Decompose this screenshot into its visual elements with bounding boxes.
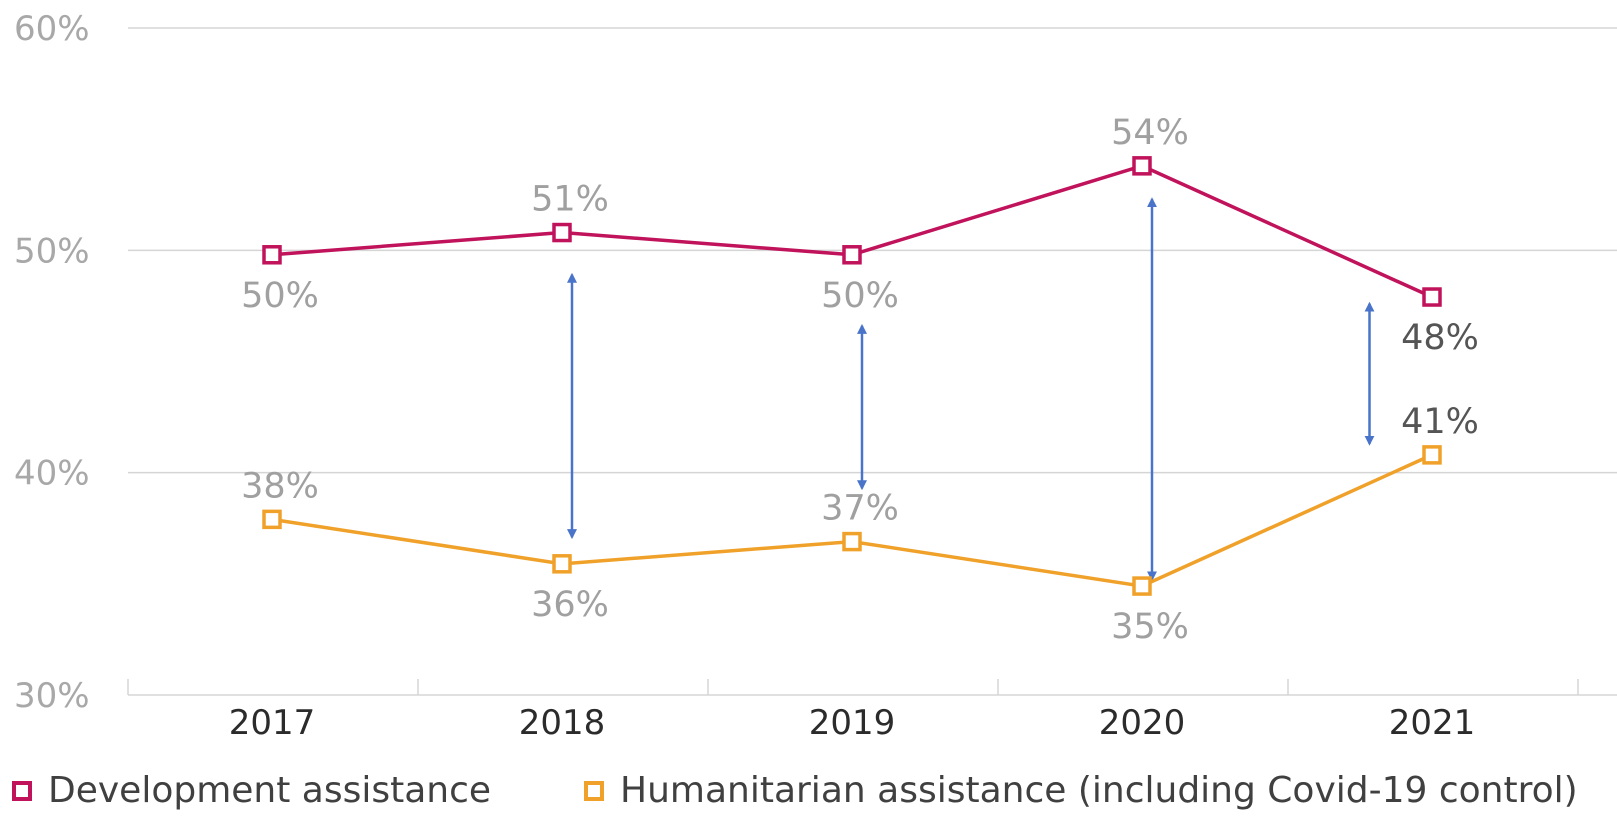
- data-point-development: [1132, 156, 1152, 176]
- chart-legend: Development assistance Humanitarian assi…: [0, 770, 1617, 820]
- y-tick-label: 40%: [14, 454, 90, 494]
- data-label-development: 50%: [821, 276, 899, 316]
- data-label-development: 50%: [241, 276, 319, 316]
- data-point-humanitarian: [1422, 445, 1442, 465]
- y-tick-label: 30%: [14, 676, 90, 716]
- data-label-humanitarian: 41%: [1401, 402, 1479, 442]
- legend-label-humanitarian: Humanitarian assistance (including Covid…: [620, 770, 1578, 811]
- data-point-humanitarian: [552, 554, 572, 574]
- x-tick-label: 2017: [229, 703, 316, 743]
- x-tick-label: 2018: [519, 703, 606, 743]
- x-tick-label: 2020: [1099, 703, 1186, 743]
- data-point-humanitarian: [1132, 576, 1152, 596]
- development-swatch-icon: [12, 780, 32, 801]
- data-point-humanitarian: [262, 509, 282, 530]
- legend-label-development: Development assistance: [48, 770, 492, 811]
- data-label-development: 54%: [1111, 113, 1189, 153]
- data-label-humanitarian: 37%: [821, 489, 899, 529]
- data-point-development: [1422, 287, 1442, 307]
- data-label-development: 48%: [1401, 318, 1479, 358]
- data-point-development: [552, 222, 572, 243]
- data-label-humanitarian: 36%: [531, 585, 609, 625]
- data-point-humanitarian: [842, 531, 862, 552]
- y-tick-label: 50%: [14, 231, 90, 271]
- legend-item-development: Development assistance: [12, 770, 491, 811]
- data-point-development: [842, 245, 862, 265]
- data-point-development: [262, 245, 282, 265]
- humanitarian-swatch-icon: [584, 780, 604, 801]
- data-label-development: 51%: [531, 180, 609, 220]
- legend-item-humanitarian: Humanitarian assistance (including Covid…: [584, 770, 1578, 811]
- x-tick-label: 2019: [809, 703, 896, 743]
- y-tick-label: 60%: [14, 9, 90, 49]
- data-label-humanitarian: 35%: [1111, 607, 1189, 647]
- data-label-humanitarian: 38%: [241, 466, 319, 506]
- x-tick-label: 2021: [1389, 703, 1476, 743]
